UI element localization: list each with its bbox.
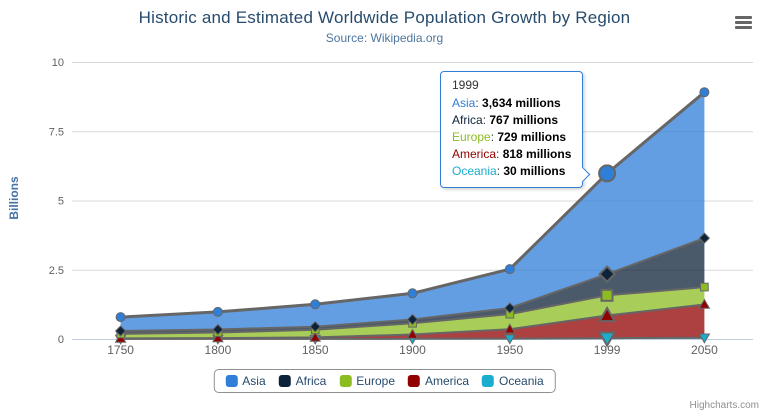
marker-america-1800[interactable] [212, 332, 224, 343]
legend-label: Africa [295, 374, 327, 388]
chart-title: Historic and Estimated Worldwide Populat… [138, 8, 631, 27]
x-axis-label: 2050 [691, 343, 718, 357]
marker-america-1850[interactable] [309, 331, 322, 342]
legend: Asia Africa Europe America Oceania [213, 369, 556, 393]
hamburger-bar [735, 16, 752, 19]
hamburger-icon[interactable] [735, 16, 752, 29]
legend-label: America [425, 374, 470, 388]
tooltip-row-asia: Asia: 3,634 millions [452, 96, 561, 110]
marker-america-1999[interactable] [597, 305, 617, 323]
tooltip: 1999 Asia: 3,634 millions Africa: 767 mil… [440, 71, 584, 188]
legend-item-oceania[interactable]: Oceania [482, 374, 544, 388]
chart-subtitle: Source: Wikipedia.org [325, 31, 444, 45]
legend-swatch-icon [278, 375, 291, 387]
legend-item-europe[interactable]: Europe [339, 374, 395, 388]
legend-item-asia[interactable]: Asia [225, 374, 266, 388]
hamburger-bar [735, 21, 752, 24]
marker-africa-1900[interactable] [406, 313, 419, 326]
marker-europe-1999[interactable] [600, 288, 614, 302]
marker-africa-1950[interactable] [504, 302, 516, 314]
legend-swatch-icon [408, 375, 421, 387]
legend-item-africa[interactable]: Africa [278, 374, 327, 388]
marker-asia-1950[interactable] [504, 264, 515, 275]
marker-africa-1999[interactable] [598, 265, 617, 284]
marker-africa-1800[interactable] [212, 323, 224, 336]
tooltip-row-oceania: Oceania: 30 millions [452, 164, 566, 178]
marker-america-1950[interactable] [503, 323, 516, 334]
x-axis-label: 1850 [302, 343, 329, 357]
tooltip-row-africa: Africa: 767 millions [452, 113, 559, 127]
credits-link[interactable]: Highcharts.com [689, 400, 759, 411]
marker-oceania-2050[interactable] [698, 333, 711, 344]
marker-asia-1750[interactable] [115, 312, 126, 323]
legend-swatch-icon [339, 375, 352, 387]
legend-item-america[interactable]: America [408, 374, 469, 388]
hamburger-bar [735, 26, 752, 29]
marker-africa-1850[interactable] [309, 320, 321, 333]
y-axis-label: 0 [58, 334, 64, 346]
marker-oceania-1999[interactable] [597, 331, 617, 348]
marker-oceania-1950[interactable] [503, 334, 516, 345]
marker-europe-2050[interactable] [700, 282, 709, 292]
y-axis-label: 10 [52, 57, 64, 69]
series-area-america[interactable] [120, 304, 705, 339]
legend-label: Oceania [499, 374, 544, 388]
marker-africa-1750[interactable] [114, 325, 127, 337]
marker-asia-1800[interactable] [212, 306, 223, 317]
x-axis-label: 1900 [399, 343, 426, 357]
tooltip-row-america: America: 818 millions [452, 147, 572, 161]
legend-swatch-icon [482, 375, 495, 387]
marker-asia-1900[interactable] [407, 288, 418, 299]
tooltip-header: 1999 [452, 78, 479, 92]
x-axis-label: 1999 [594, 343, 621, 357]
x-axis-label: 1800 [205, 343, 232, 357]
y-axis-title: Billions [7, 176, 21, 220]
series-area-asia[interactable] [120, 92, 705, 331]
marker-asia-2050[interactable] [699, 87, 710, 98]
y-axis-label: 2.5 [49, 265, 64, 277]
x-axis-label: 1950 [496, 343, 523, 357]
legend-label: Asia [242, 374, 266, 388]
marker-asia-1850[interactable] [310, 299, 321, 310]
x-axis-label: 1750 [107, 343, 134, 357]
marker-america-1900[interactable] [406, 328, 419, 339]
legend-swatch-icon [225, 375, 238, 387]
marker-asia-1999[interactable] [598, 164, 617, 183]
legend-label: Europe [356, 374, 396, 388]
series-area-africa[interactable] [120, 238, 705, 334]
y-axis-label: 5 [58, 196, 64, 208]
marker-africa-2050[interactable] [698, 232, 711, 244]
tooltip-row-europe: Europe: 729 millions [452, 130, 567, 144]
marker-america-2050[interactable] [698, 298, 711, 309]
y-axis-label: 7.5 [49, 126, 64, 138]
